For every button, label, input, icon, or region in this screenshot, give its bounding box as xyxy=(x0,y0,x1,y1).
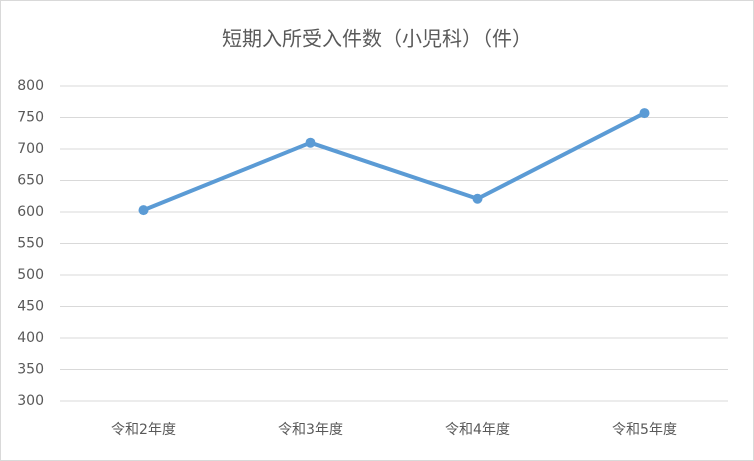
y-tick-label: 700 xyxy=(17,141,44,157)
x-tick-label: 令和5年度 xyxy=(612,422,677,438)
y-tick-label: 400 xyxy=(17,330,44,346)
y-tick-label: 450 xyxy=(17,299,44,315)
y-tick-label: 750 xyxy=(17,110,44,126)
chart-title: 短期入所受入件数（小児科）（件） xyxy=(222,27,532,51)
y-tick-label: 350 xyxy=(17,362,44,378)
data-point xyxy=(472,193,483,204)
data-point xyxy=(305,137,316,148)
series-line xyxy=(141,111,647,213)
y-tick-label: 550 xyxy=(17,236,44,252)
x-tick-label: 令和3年度 xyxy=(278,422,343,438)
y-tick-label: 800 xyxy=(17,78,44,94)
data-point xyxy=(639,108,650,119)
x-tick-label: 令和4年度 xyxy=(445,422,510,438)
y-tick-label: 300 xyxy=(17,393,44,409)
y-tick-label: 500 xyxy=(17,267,44,283)
y-tick-label: 600 xyxy=(17,204,44,220)
data-point xyxy=(138,205,149,216)
x-tick-label: 令和2年度 xyxy=(111,422,176,438)
y-tick-label: 650 xyxy=(17,173,44,189)
